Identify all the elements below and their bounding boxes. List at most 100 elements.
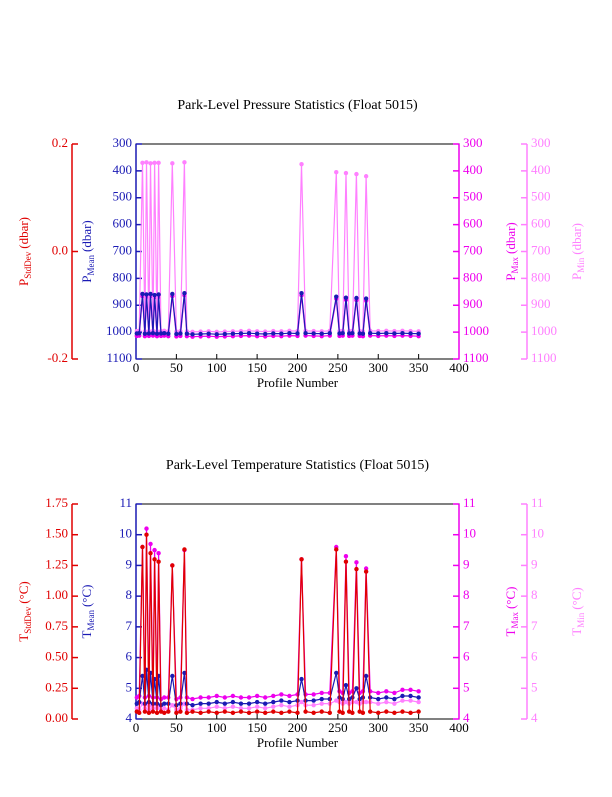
y-tick-label: 9 xyxy=(531,556,538,571)
y-tick-label: 6 xyxy=(463,649,470,664)
data-point xyxy=(142,331,148,336)
data-point xyxy=(416,689,421,694)
data-point xyxy=(263,701,268,706)
y-label-symbol: P xyxy=(569,273,584,280)
y-tick-label: 500 xyxy=(463,189,483,204)
y-tick-label: 300 xyxy=(531,135,551,150)
data-point xyxy=(303,331,308,336)
y-tick-label: 700 xyxy=(463,242,483,257)
data-point xyxy=(311,702,316,708)
data-point xyxy=(263,331,268,337)
data-point xyxy=(408,693,413,699)
data-point xyxy=(408,331,413,336)
data-point xyxy=(416,695,421,700)
y-label-symbol: T xyxy=(569,628,584,636)
data-point xyxy=(214,710,219,716)
data-point xyxy=(384,331,389,336)
y-tick-label: 600 xyxy=(113,216,133,231)
data-point xyxy=(392,710,397,716)
data-point xyxy=(376,710,381,716)
data-point xyxy=(190,696,195,702)
data-point xyxy=(343,559,349,564)
x-tick-label: 150 xyxy=(247,720,267,735)
data-point xyxy=(254,709,260,714)
data-point xyxy=(384,699,389,705)
series-line xyxy=(136,528,419,700)
y-label-symbol: T xyxy=(16,634,31,642)
y-tick-label: 8 xyxy=(463,587,470,602)
y-tick-label: 1100 xyxy=(463,350,489,365)
y-tick-label: 500 xyxy=(113,189,133,204)
y-tick-label: 0.00 xyxy=(45,710,68,725)
data-point xyxy=(334,170,339,175)
data-point xyxy=(354,566,359,572)
data-point xyxy=(254,693,260,699)
data-point xyxy=(170,563,175,568)
data-point xyxy=(271,331,276,336)
y-tick-label: 10 xyxy=(119,526,132,541)
x-axis-label: Profile Number xyxy=(257,735,339,750)
y-label-symbol: T xyxy=(79,630,94,638)
data-point xyxy=(137,710,142,716)
data-point xyxy=(148,550,153,556)
x-tick-label: 50 xyxy=(170,720,183,735)
data-point xyxy=(287,709,292,714)
data-point xyxy=(303,709,308,714)
data-point xyxy=(190,709,195,714)
data-point xyxy=(363,566,369,571)
data-point xyxy=(327,331,332,336)
y-label-subscript: Min xyxy=(576,257,586,273)
x-tick-label: 300 xyxy=(369,720,389,735)
data-point xyxy=(400,698,405,703)
y-label-subscript: StdDev xyxy=(23,251,33,279)
data-point xyxy=(299,161,304,167)
data-point xyxy=(174,331,179,337)
y-tick-label: 300 xyxy=(463,135,483,150)
data-point xyxy=(299,290,304,296)
y-tick-label: 1.25 xyxy=(45,556,68,571)
y-tick-label: 700 xyxy=(113,242,133,257)
data-point xyxy=(162,706,167,711)
data-point xyxy=(148,541,153,547)
data-point xyxy=(408,710,413,716)
data-point xyxy=(254,699,260,705)
data-point xyxy=(299,699,304,705)
y-axis-label: TMean (°C) xyxy=(79,585,96,639)
data-point xyxy=(156,292,161,297)
data-point xyxy=(384,689,389,694)
x-tick-label: 50 xyxy=(170,360,183,375)
data-point xyxy=(148,291,153,297)
y-tick-label: 0.2 xyxy=(52,135,68,150)
y-label-unit: (dbar) xyxy=(79,220,94,252)
x-tick-label: 0 xyxy=(133,720,140,735)
data-point xyxy=(150,331,156,336)
data-point xyxy=(246,710,252,716)
y-tick-label: 0.25 xyxy=(45,679,68,694)
data-point xyxy=(360,710,366,716)
data-point xyxy=(327,710,332,716)
y-label-unit: (°C) xyxy=(79,585,94,608)
y-tick-label: 4 xyxy=(531,710,538,725)
y-tick-label: 900 xyxy=(113,296,133,311)
y-tick-label: 700 xyxy=(531,242,551,257)
x-tick-label: 400 xyxy=(449,360,469,375)
y-axis-label: PMean (dbar) xyxy=(79,220,96,283)
data-point xyxy=(154,710,160,716)
y-tick-label: 7 xyxy=(463,618,470,633)
data-point xyxy=(416,331,421,336)
data-point xyxy=(140,544,145,550)
data-point xyxy=(400,709,405,714)
data-point xyxy=(198,695,203,700)
y-axis-label: TMax (°C) xyxy=(503,587,520,637)
y-tick-label: 600 xyxy=(463,216,483,231)
data-point xyxy=(140,160,145,166)
data-point xyxy=(271,709,276,714)
data-point xyxy=(162,695,167,700)
data-point xyxy=(354,171,359,177)
data-point xyxy=(357,331,362,336)
data-point xyxy=(354,295,359,301)
data-point xyxy=(214,332,219,337)
data-point xyxy=(363,673,369,679)
data-point xyxy=(238,706,244,711)
data-point xyxy=(140,673,145,679)
